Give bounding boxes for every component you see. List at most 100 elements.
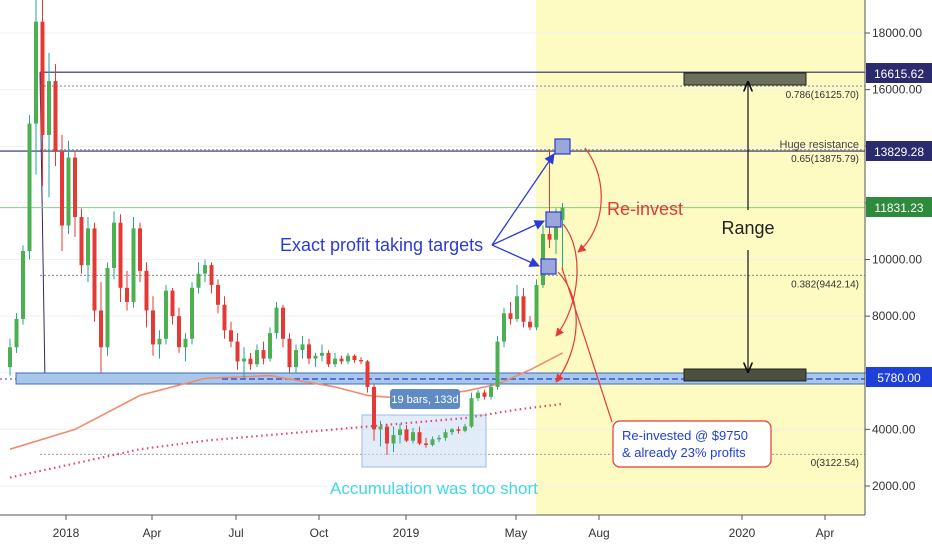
candle-body-80 bbox=[528, 321, 532, 328]
y-tick-label-8: 18000.00 bbox=[872, 26, 922, 40]
candle-body-44 bbox=[294, 350, 298, 368]
candle-body-12 bbox=[86, 228, 90, 266]
candle-body-66 bbox=[437, 437, 441, 440]
price-label-huge-resistance-text: 13829.28 bbox=[874, 145, 924, 159]
candle-body-37 bbox=[248, 358, 253, 365]
candle-body-64 bbox=[424, 443, 428, 445]
reinvested-callout-line1: Re-invested @ $9750 bbox=[622, 428, 748, 443]
price-label-support: 5780.00 bbox=[866, 367, 932, 387]
bars-badge-text: 19 bars, 133d bbox=[391, 394, 458, 406]
candle-body-31 bbox=[209, 265, 214, 285]
candle-body-81 bbox=[534, 284, 539, 328]
candle-body-7 bbox=[53, 81, 58, 152]
candle-body-62 bbox=[411, 432, 415, 441]
y-tick-label-7: 16000.00 bbox=[872, 83, 922, 97]
candle-body-58 bbox=[385, 426, 389, 444]
candle-body-73 bbox=[482, 392, 487, 397]
candle-body-5 bbox=[40, 21, 45, 135]
candle-body-56 bbox=[372, 386, 376, 430]
reinvest-callout-line bbox=[561, 267, 613, 423]
reinvest-curve-1 bbox=[577, 147, 602, 253]
accumulation-box bbox=[361, 414, 487, 468]
candle-body-78 bbox=[515, 296, 519, 319]
candle-body-10 bbox=[73, 157, 77, 218]
candle-body-2 bbox=[21, 251, 25, 319]
candle-body-3 bbox=[27, 123, 32, 252]
candle-body-0 bbox=[8, 347, 12, 368]
candle-body-67 bbox=[443, 432, 448, 438]
candle-body-79 bbox=[521, 296, 526, 322]
target-arrow-3 bbox=[491, 244, 540, 267]
candle-body-11 bbox=[79, 217, 84, 266]
candle-body-85 bbox=[560, 207, 565, 220]
price-label-support-text: 5780.00 bbox=[877, 371, 921, 385]
x-axis-ticks: 2018 Apr Jul Oct 2019 May Aug 2020 Apr bbox=[53, 515, 835, 540]
candle-body-19 bbox=[131, 228, 136, 302]
candle-body-20 bbox=[138, 228, 142, 271]
candle-body-26 bbox=[177, 316, 181, 348]
candle-body-13 bbox=[92, 228, 97, 311]
candle-body-16 bbox=[112, 222, 116, 268]
candle-body-70 bbox=[463, 426, 467, 431]
target-arrow-2 bbox=[491, 220, 545, 246]
candle-body-41 bbox=[274, 307, 279, 334]
candle-body-6 bbox=[47, 81, 51, 135]
candle-body-71 bbox=[469, 398, 474, 427]
candle-body-29 bbox=[196, 273, 201, 288]
candle-body-72 bbox=[476, 392, 480, 399]
candle-body-17 bbox=[118, 222, 123, 288]
y-tick-label-0: 2000.00 bbox=[872, 479, 916, 493]
candle-body-32 bbox=[216, 284, 220, 305]
price-label-huge-resistance: 13829.28 bbox=[866, 141, 932, 161]
candle-body-39 bbox=[261, 350, 266, 359]
x-tick-label-3: Oct bbox=[310, 526, 329, 540]
candle-body-75 bbox=[495, 341, 500, 387]
reinvest-curve-3 bbox=[555, 271, 577, 383]
reinvest-curve-2 bbox=[555, 223, 578, 337]
candle-body-15 bbox=[105, 267, 110, 348]
y-axis-background bbox=[865, 0, 932, 550]
candle-body-46 bbox=[307, 344, 311, 359]
accumulation-label: Accumulation was too short bbox=[330, 479, 538, 498]
y-tick-label-4: 10000.00 bbox=[872, 253, 922, 267]
candle-body-1 bbox=[14, 318, 19, 348]
candle-body-47 bbox=[313, 355, 318, 359]
candle-body-8 bbox=[60, 151, 64, 226]
ma100-line bbox=[9, 402, 563, 479]
candle-body-55 bbox=[365, 361, 370, 387]
fib-label-1: 0.65(13875.79) bbox=[791, 154, 859, 165]
reinvested-callout-line2: & already 23% profits bbox=[622, 445, 746, 460]
candle-body-57 bbox=[378, 426, 383, 430]
x-tick-label-6: Aug bbox=[588, 526, 609, 540]
candle-body-42 bbox=[281, 307, 285, 339]
candle-body-50 bbox=[333, 358, 337, 365]
candle-body-45 bbox=[300, 344, 305, 351]
candle-body-38 bbox=[255, 350, 259, 365]
x-tick-label-8: Apr bbox=[816, 526, 835, 540]
candle-body-77 bbox=[508, 313, 513, 319]
price-label-top-resistance-text: 16615.62 bbox=[874, 67, 924, 81]
price-label-current: 11831.23 bbox=[866, 197, 932, 217]
range-bottom-box bbox=[683, 368, 807, 382]
candle-body-34 bbox=[229, 330, 233, 342]
target-square-2 bbox=[545, 211, 562, 228]
y-tick-label-3: 8000.00 bbox=[872, 309, 916, 323]
candle-body-83 bbox=[547, 234, 552, 240]
ma50-line bbox=[9, 352, 563, 450]
candle-body-14 bbox=[99, 310, 103, 348]
y-tick-label-1: 4000.00 bbox=[872, 422, 916, 436]
x-tick-label-0: 2018 bbox=[53, 526, 80, 540]
x-tick-label-1: Apr bbox=[143, 526, 162, 540]
x-tick-label-5: May bbox=[505, 526, 528, 540]
fib-label-0: 0.786(16125.70) bbox=[786, 90, 859, 101]
fib-label-2: 0.382(9442.14) bbox=[791, 279, 859, 290]
candle-body-43 bbox=[287, 338, 292, 368]
candle-body-9 bbox=[66, 157, 71, 226]
candle-body-48 bbox=[320, 352, 324, 356]
candle-body-33 bbox=[222, 304, 227, 331]
range-top-box bbox=[683, 72, 807, 86]
x-tick-label-4: 2019 bbox=[393, 526, 420, 540]
huge-resistance-label: Huge resistance bbox=[780, 139, 860, 151]
